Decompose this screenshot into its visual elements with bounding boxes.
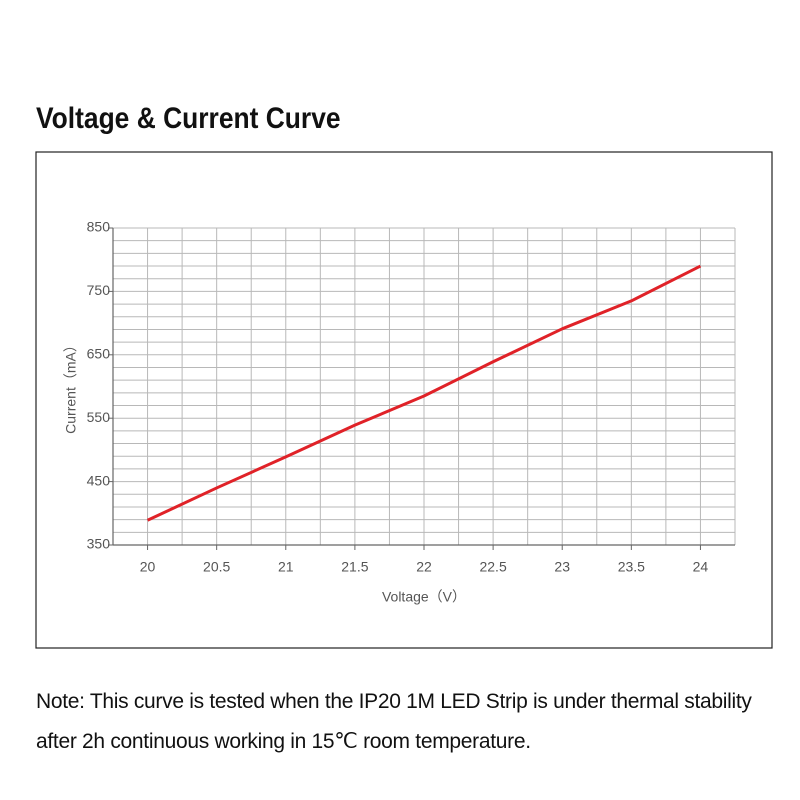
x-tick-label: 22 (416, 559, 432, 575)
y-axis-label: Current（mA） (63, 338, 79, 434)
x-tick-label: 20.5 (203, 559, 230, 575)
x-tick-label: 21.5 (341, 559, 368, 575)
y-tick-label: 750 (87, 282, 111, 298)
x-tick-label: 20 (140, 559, 156, 575)
note: Note: This curve is tested when the IP20… (36, 690, 752, 753)
y-tick-label: 450 (87, 472, 111, 488)
y-tick-label: 850 (87, 219, 111, 235)
x-tick-label: 23.5 (618, 559, 645, 575)
y-tick-label: 350 (87, 536, 111, 552)
y-tick-label: 550 (87, 409, 111, 425)
x-tick-label: 21 (278, 559, 294, 575)
chart-title: Voltage & Current Curve (36, 100, 341, 134)
chart-frame (35, 151, 773, 649)
x-tick-label: 23 (554, 559, 570, 575)
x-tick-label: 24 (693, 559, 709, 575)
x-axis-label: Voltage（V） (382, 589, 466, 605)
x-tick-label: 22.5 (479, 559, 506, 575)
y-tick-label: 650 (87, 346, 111, 362)
data-line (146, 264, 702, 522)
